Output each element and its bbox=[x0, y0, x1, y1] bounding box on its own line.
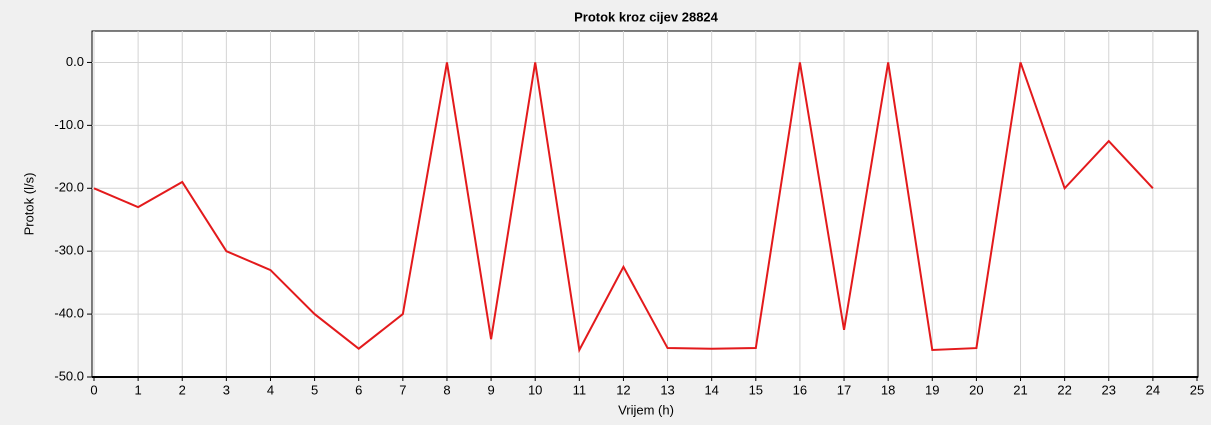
x-tick-label: 25 bbox=[1190, 382, 1204, 397]
x-tick-label: 0 bbox=[90, 382, 97, 397]
x-tick-label: 21 bbox=[1013, 382, 1027, 397]
y-tick-label: 0.0 bbox=[66, 54, 84, 69]
chart-title: Protok kroz cijev 28824 bbox=[574, 9, 719, 24]
x-axis-label: Vrijem (h) bbox=[618, 402, 674, 417]
y-tick-label: -40.0 bbox=[54, 306, 84, 321]
x-tick-label: 20 bbox=[969, 382, 983, 397]
x-tick-label: 15 bbox=[749, 382, 763, 397]
x-tick-label: 13 bbox=[660, 382, 674, 397]
x-tick-label: 14 bbox=[704, 382, 718, 397]
x-tick-label: 12 bbox=[616, 382, 630, 397]
x-tick-label: 2 bbox=[179, 382, 186, 397]
line-series bbox=[93, 62, 1154, 354]
x-tick-label: 22 bbox=[1057, 382, 1071, 397]
x-tick-label: 17 bbox=[837, 382, 851, 397]
y-axis-label: Protok (l/s) bbox=[21, 173, 36, 236]
x-tick-label: 11 bbox=[573, 382, 587, 397]
x-tick-label: 4 bbox=[267, 382, 274, 397]
y-tick-label: -50.0 bbox=[54, 368, 84, 383]
x-tick-label: 24 bbox=[1146, 382, 1160, 397]
y-tick-label: -30.0 bbox=[54, 243, 84, 258]
x-tick-label: 5 bbox=[311, 382, 318, 397]
y-tick-label: -20.0 bbox=[54, 180, 84, 195]
x-tick-label: 19 bbox=[925, 382, 939, 397]
y-tick-label: -10.0 bbox=[54, 117, 84, 132]
plot-area bbox=[91, 30, 1199, 378]
x-tick-label: 18 bbox=[881, 382, 895, 397]
x-tick-label: 16 bbox=[793, 382, 807, 397]
x-tick-label: 6 bbox=[355, 382, 362, 397]
x-tick-label: 3 bbox=[223, 382, 230, 397]
x-tick-label: 1 bbox=[135, 382, 142, 397]
x-tick-label: 8 bbox=[443, 382, 450, 397]
x-tick-label: 23 bbox=[1102, 382, 1116, 397]
x-tick-label: 9 bbox=[487, 382, 494, 397]
x-tick-label: 10 bbox=[528, 382, 542, 397]
x-tick-label: 7 bbox=[399, 382, 406, 397]
